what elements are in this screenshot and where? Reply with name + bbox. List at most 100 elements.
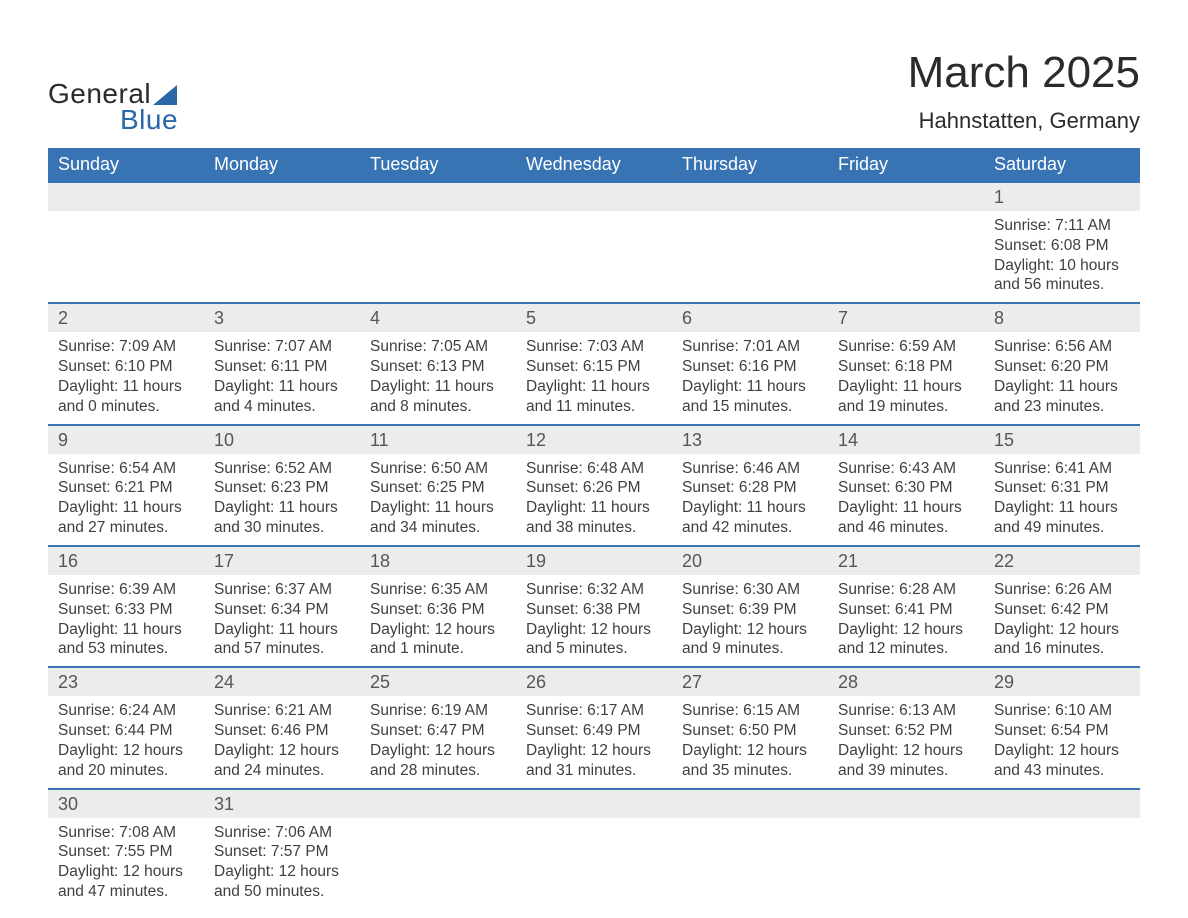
day-detail-cell xyxy=(828,211,984,303)
daylight-line-1: Daylight: 11 hours xyxy=(370,377,506,397)
day-number-cell: 6 xyxy=(672,303,828,332)
sunset-line: Sunset: 6:46 PM xyxy=(214,721,350,741)
daylight-line-1: Daylight: 12 hours xyxy=(370,620,506,640)
day-number-cell xyxy=(360,182,516,211)
day-detail-cell: Sunrise: 6:54 AMSunset: 6:21 PMDaylight:… xyxy=(48,454,204,546)
daynum-row: 23242526272829 xyxy=(48,667,1140,696)
day-detail-cell xyxy=(516,818,672,909)
day-number-cell: 20 xyxy=(672,546,828,575)
daylight-line-1: Daylight: 11 hours xyxy=(370,498,506,518)
day-number-cell: 31 xyxy=(204,789,360,818)
day-detail-cell: Sunrise: 6:28 AMSunset: 6:41 PMDaylight:… xyxy=(828,575,984,667)
sunrise-line: Sunrise: 6:37 AM xyxy=(214,580,350,600)
day-detail-cell: Sunrise: 6:50 AMSunset: 6:25 PMDaylight:… xyxy=(360,454,516,546)
sunrise-line: Sunrise: 6:48 AM xyxy=(526,459,662,479)
daylight-line-2: and 0 minutes. xyxy=(58,397,194,417)
day-number-cell: 25 xyxy=(360,667,516,696)
day-number-cell: 5 xyxy=(516,303,672,332)
sunset-line: Sunset: 6:21 PM xyxy=(58,478,194,498)
day-detail-cell: Sunrise: 6:46 AMSunset: 6:28 PMDaylight:… xyxy=(672,454,828,546)
daylight-line-1: Daylight: 12 hours xyxy=(58,741,194,761)
sunrise-line: Sunrise: 7:06 AM xyxy=(214,823,350,843)
day-detail-cell: Sunrise: 6:59 AMSunset: 6:18 PMDaylight:… xyxy=(828,332,984,424)
sunrise-line: Sunrise: 6:21 AM xyxy=(214,701,350,721)
day-number-cell xyxy=(828,182,984,211)
daylight-line-2: and 34 minutes. xyxy=(370,518,506,538)
day-number-cell: 7 xyxy=(828,303,984,332)
day-detail-cell: Sunrise: 6:56 AMSunset: 6:20 PMDaylight:… xyxy=(984,332,1140,424)
day-number-cell: 19 xyxy=(516,546,672,575)
day-detail-cell xyxy=(828,818,984,909)
day-detail-cell: Sunrise: 6:17 AMSunset: 6:49 PMDaylight:… xyxy=(516,696,672,788)
day-number-cell: 10 xyxy=(204,425,360,454)
day-detail-cell: Sunrise: 6:10 AMSunset: 6:54 PMDaylight:… xyxy=(984,696,1140,788)
day-number-cell: 24 xyxy=(204,667,360,696)
sunset-line: Sunset: 6:28 PM xyxy=(682,478,818,498)
detail-row: Sunrise: 6:24 AMSunset: 6:44 PMDaylight:… xyxy=(48,696,1140,788)
day-number-cell: 22 xyxy=(984,546,1140,575)
detail-row: Sunrise: 7:08 AMSunset: 7:55 PMDaylight:… xyxy=(48,818,1140,909)
daylight-line-1: Daylight: 11 hours xyxy=(838,377,974,397)
day-detail-cell: Sunrise: 7:03 AMSunset: 6:15 PMDaylight:… xyxy=(516,332,672,424)
daylight-line-1: Daylight: 12 hours xyxy=(838,741,974,761)
daylight-line-1: Daylight: 12 hours xyxy=(214,862,350,882)
daylight-line-2: and 49 minutes. xyxy=(994,518,1130,538)
daylight-line-1: Daylight: 11 hours xyxy=(682,377,818,397)
day-number-cell xyxy=(204,182,360,211)
day-detail-cell xyxy=(672,818,828,909)
sunrise-line: Sunrise: 6:10 AM xyxy=(994,701,1130,721)
daynum-row: 9101112131415 xyxy=(48,425,1140,454)
sunset-line: Sunset: 6:33 PM xyxy=(58,600,194,620)
day-number-cell: 27 xyxy=(672,667,828,696)
daylight-line-1: Daylight: 11 hours xyxy=(214,620,350,640)
sunset-line: Sunset: 6:39 PM xyxy=(682,600,818,620)
sunrise-line: Sunrise: 6:54 AM xyxy=(58,459,194,479)
daylight-line-2: and 42 minutes. xyxy=(682,518,818,538)
col-thursday: Thursday xyxy=(672,148,828,182)
calendar-body: 1Sunrise: 7:11 AMSunset: 6:08 PMDaylight… xyxy=(48,182,1140,909)
day-detail-cell: Sunrise: 7:01 AMSunset: 6:16 PMDaylight:… xyxy=(672,332,828,424)
daylight-line-1: Daylight: 12 hours xyxy=(214,741,350,761)
daylight-line-1: Daylight: 12 hours xyxy=(370,741,506,761)
daylight-line-1: Daylight: 11 hours xyxy=(838,498,974,518)
day-detail-cell: Sunrise: 7:05 AMSunset: 6:13 PMDaylight:… xyxy=(360,332,516,424)
daylight-line-2: and 53 minutes. xyxy=(58,639,194,659)
daylight-line-2: and 16 minutes. xyxy=(994,639,1130,659)
sunset-line: Sunset: 6:08 PM xyxy=(994,236,1130,256)
sunset-line: Sunset: 6:47 PM xyxy=(370,721,506,741)
day-detail-cell xyxy=(516,211,672,303)
sunset-line: Sunset: 7:57 PM xyxy=(214,842,350,862)
daylight-line-1: Daylight: 12 hours xyxy=(838,620,974,640)
daylight-line-1: Daylight: 12 hours xyxy=(682,620,818,640)
sunrise-line: Sunrise: 6:56 AM xyxy=(994,337,1130,357)
page-title: March 2025 xyxy=(908,48,1140,98)
day-number-cell: 21 xyxy=(828,546,984,575)
day-detail-cell: Sunrise: 6:39 AMSunset: 6:33 PMDaylight:… xyxy=(48,575,204,667)
day-detail-cell xyxy=(360,211,516,303)
sunrise-line: Sunrise: 6:19 AM xyxy=(370,701,506,721)
daylight-line-2: and 35 minutes. xyxy=(682,761,818,781)
day-detail-cell: Sunrise: 7:09 AMSunset: 6:10 PMDaylight:… xyxy=(48,332,204,424)
daynum-row: 16171819202122 xyxy=(48,546,1140,575)
day-number-cell xyxy=(672,182,828,211)
calendar-header-row: Sunday Monday Tuesday Wednesday Thursday… xyxy=(48,148,1140,182)
daylight-line-2: and 39 minutes. xyxy=(838,761,974,781)
day-number-cell xyxy=(984,789,1140,818)
daylight-line-2: and 1 minute. xyxy=(370,639,506,659)
sunset-line: Sunset: 6:52 PM xyxy=(838,721,974,741)
daylight-line-1: Daylight: 12 hours xyxy=(994,741,1130,761)
daylight-line-1: Daylight: 11 hours xyxy=(682,498,818,518)
sunrise-line: Sunrise: 6:39 AM xyxy=(58,580,194,600)
day-number-cell: 13 xyxy=(672,425,828,454)
daylight-line-2: and 27 minutes. xyxy=(58,518,194,538)
sunset-line: Sunset: 6:16 PM xyxy=(682,357,818,377)
sunset-line: Sunset: 6:44 PM xyxy=(58,721,194,741)
day-number-cell: 29 xyxy=(984,667,1140,696)
sunrise-line: Sunrise: 6:41 AM xyxy=(994,459,1130,479)
daylight-line-1: Daylight: 11 hours xyxy=(994,377,1130,397)
sunrise-line: Sunrise: 7:08 AM xyxy=(58,823,194,843)
day-detail-cell: Sunrise: 6:19 AMSunset: 6:47 PMDaylight:… xyxy=(360,696,516,788)
sunrise-line: Sunrise: 6:35 AM xyxy=(370,580,506,600)
day-number-cell: 16 xyxy=(48,546,204,575)
daylight-line-2: and 50 minutes. xyxy=(214,882,350,902)
